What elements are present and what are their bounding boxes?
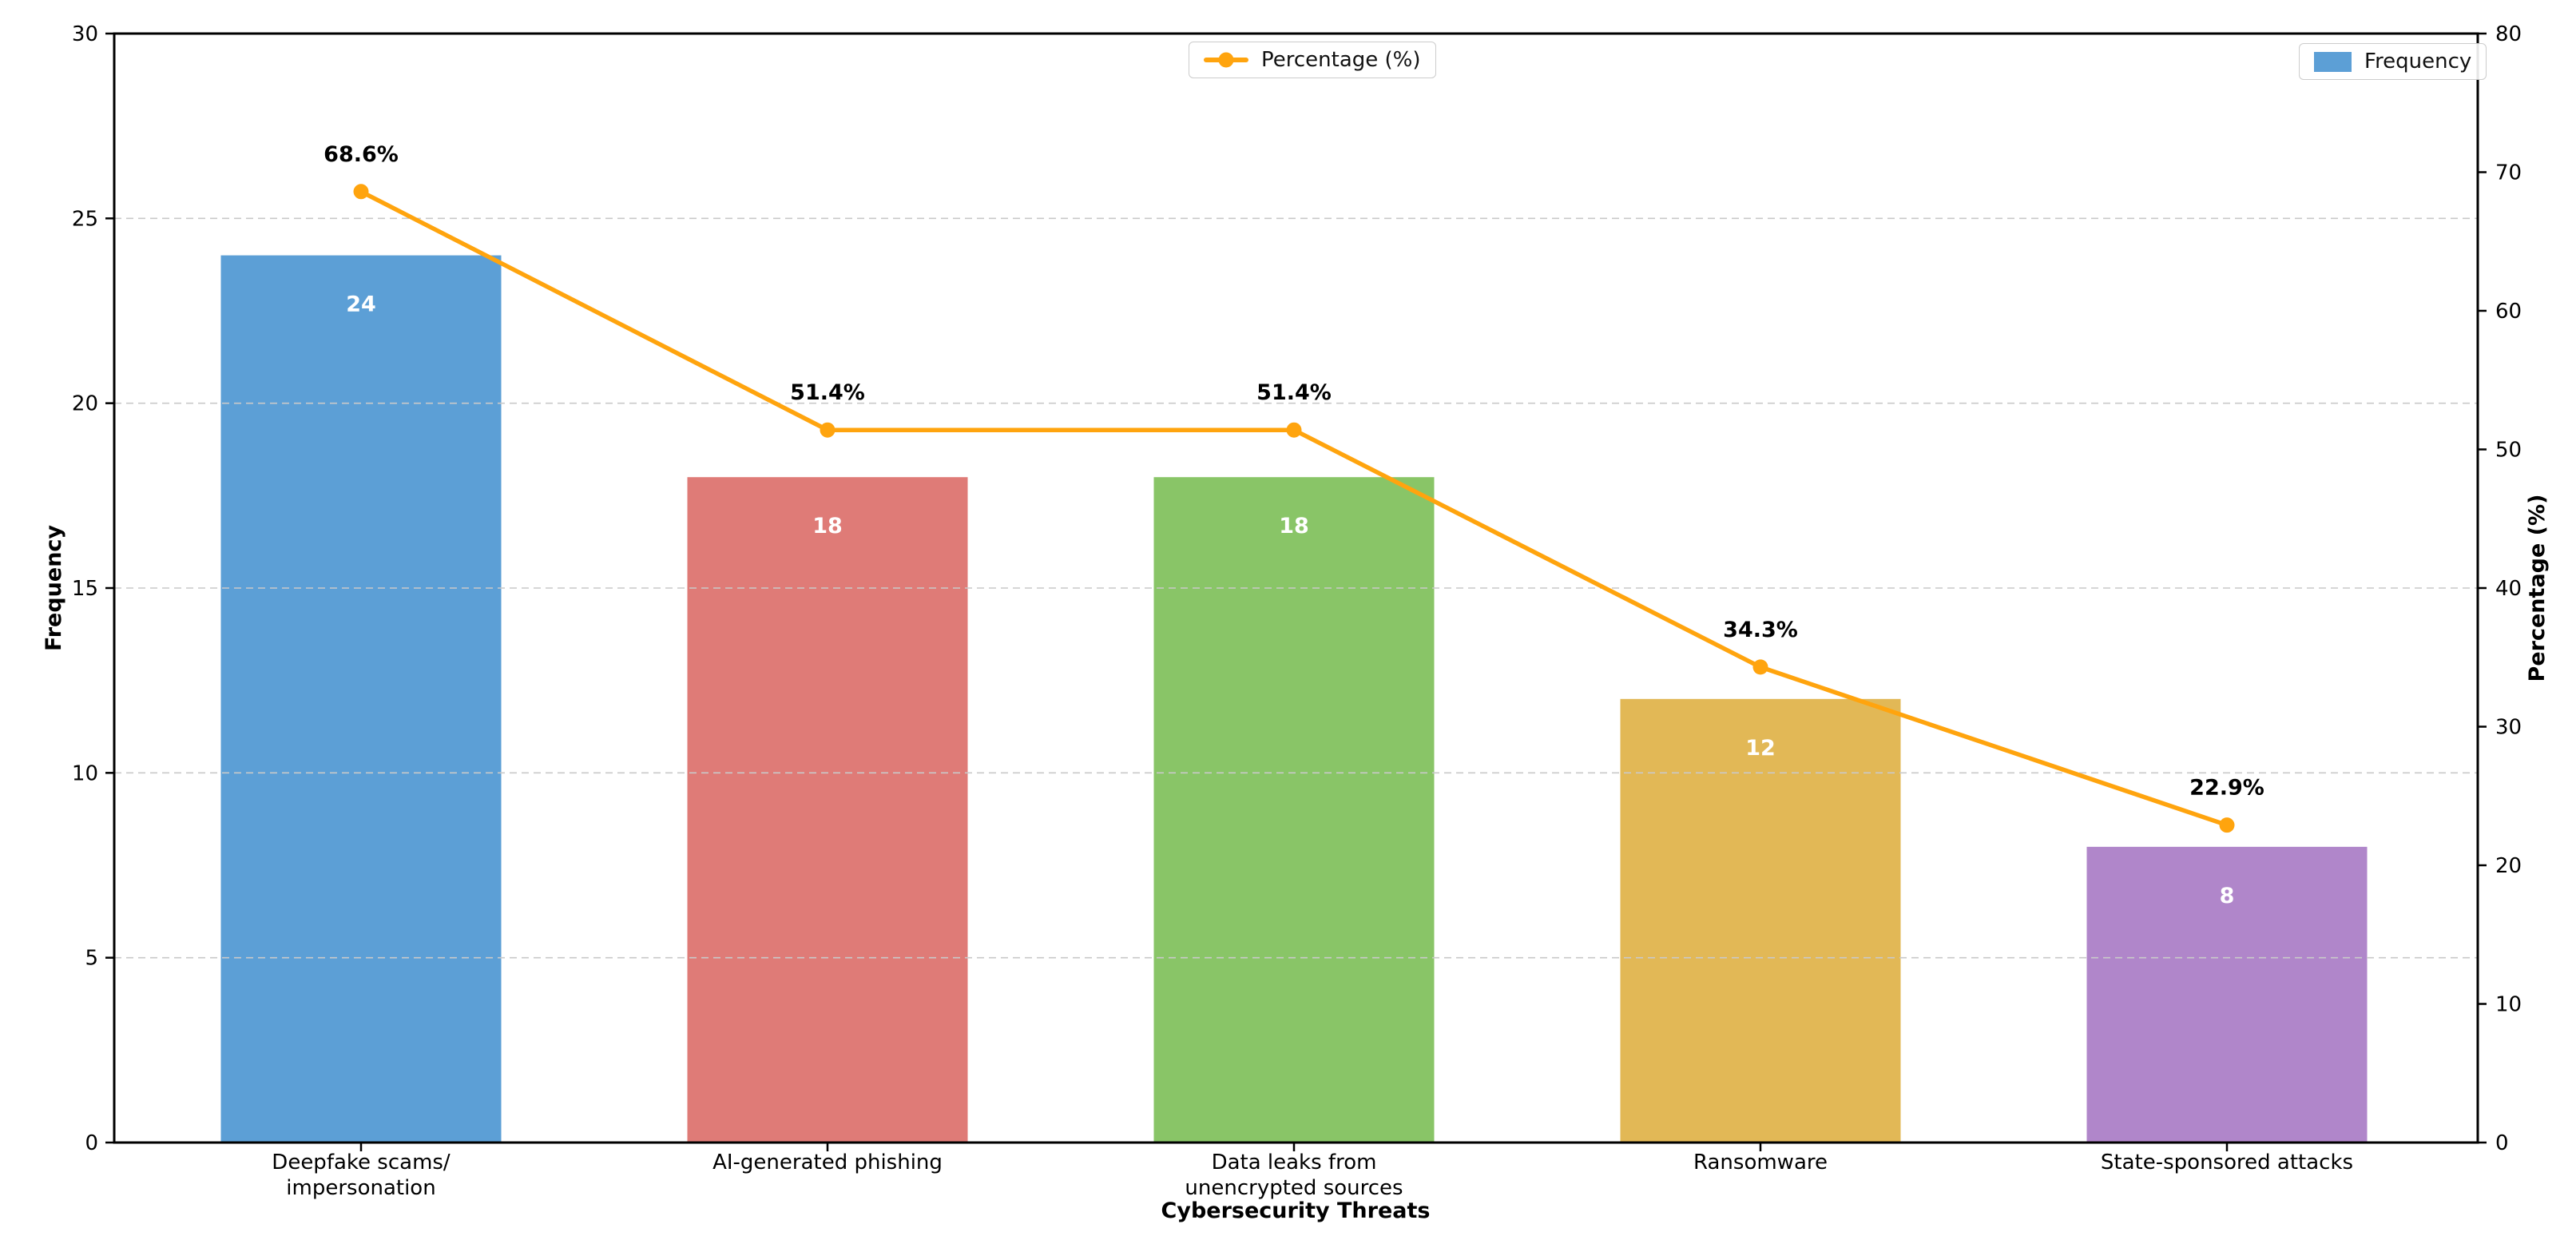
- bar-data-leaks-from: [1153, 477, 1435, 1143]
- x-axis-title: Cybersecurity Threats: [1161, 1198, 1431, 1223]
- line-marker-icon: [1204, 52, 1248, 68]
- x-axis-category-label: Ransomware: [1693, 1151, 1828, 1174]
- y-axis-title-left: Frequency: [42, 525, 66, 651]
- bar-value-label: 18: [1279, 514, 1309, 539]
- x-axis-category-label: Deepfake scams/impersonation: [272, 1151, 451, 1200]
- bar-ai-generated-phishing: [687, 477, 968, 1143]
- x-axis-category-label: AI-generated phishing: [712, 1151, 943, 1174]
- right-axis-tick-label: 0: [2495, 1131, 2509, 1155]
- right-axis-tick-label: 20: [2495, 854, 2522, 878]
- right-axis-tick-label: 60: [2495, 300, 2522, 324]
- percentage-point: [1752, 659, 1768, 675]
- left-axis-tick-label: 25: [72, 207, 98, 231]
- percentage-point-label: 51.4%: [790, 380, 865, 405]
- left-axis-tick-label: 30: [72, 22, 98, 46]
- right-axis-tick-label: 30: [2495, 716, 2522, 740]
- bar-state-sponsored-attacks: [2086, 846, 2368, 1143]
- x-axis-category-label: State-sponsored attacks: [2101, 1151, 2353, 1174]
- legend-frequency-label: Frequency: [2364, 50, 2472, 74]
- right-axis-tick-label: 10: [2495, 993, 2522, 1017]
- left-axis-tick-label: 20: [72, 392, 98, 416]
- y-axis-title-right: Percentage (%): [2525, 495, 2550, 682]
- percentage-point-label: 22.9%: [2189, 776, 2264, 801]
- left-axis-tick-label: 15: [72, 577, 98, 601]
- percentage-point-label: 34.3%: [1723, 618, 1798, 642]
- bar-value-label: 18: [812, 514, 843, 539]
- bar-value-label: 12: [1745, 736, 1776, 761]
- percentage-point: [353, 184, 369, 200]
- legend-frequency: Frequency: [2299, 43, 2487, 80]
- percentage-point: [820, 422, 836, 438]
- left-axis-tick-label: 10: [72, 761, 98, 785]
- x-axis-category-label: Data leaks from unencrypted sources: [1185, 1151, 1403, 1200]
- legend-percentage: Percentage (%): [1189, 42, 1436, 78]
- right-axis-tick-label: 40: [2495, 577, 2522, 601]
- left-axis-tick-label: 5: [85, 947, 98, 971]
- right-axis-tick-label: 80: [2495, 22, 2522, 46]
- left-axis-tick-label: 0: [85, 1131, 98, 1155]
- right-axis-tick-label: 50: [2495, 439, 2522, 463]
- percentage-point-label: 51.4%: [1256, 380, 1332, 405]
- bar-deepfake-scams: [220, 255, 502, 1143]
- bar-value-label: 8: [2220, 884, 2235, 908]
- right-axis-tick-label: 70: [2495, 161, 2522, 185]
- percentage-point: [1286, 422, 1302, 438]
- percentage-point: [2219, 817, 2235, 833]
- bar-ransomware: [1620, 698, 1901, 1143]
- line-marker-dot-icon: [1218, 52, 1234, 68]
- bar-value-label: 24: [346, 292, 376, 317]
- percentage-point-label: 68.6%: [323, 142, 399, 167]
- bar-swatch-icon: [2314, 51, 2352, 72]
- legend-percentage-label: Percentage (%): [1261, 48, 1421, 72]
